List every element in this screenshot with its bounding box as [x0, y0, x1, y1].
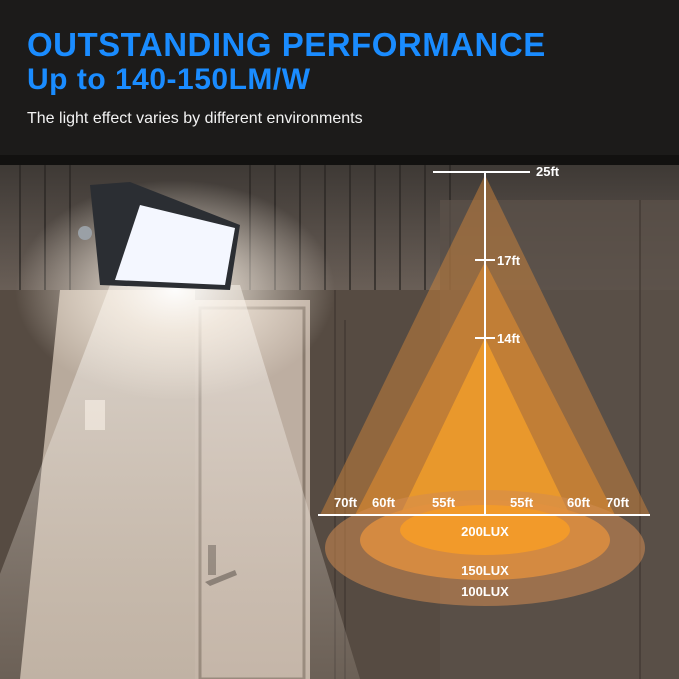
lux-label-200: 200LUX [461, 524, 509, 539]
headline: OUTSTANDING PERFORMANCE [27, 26, 546, 63]
width-label-left-70: 70ft [334, 495, 358, 510]
width-label-right-60: 60ft [567, 495, 591, 510]
led-panel [115, 205, 235, 285]
lux-label-150: 150LUX [461, 563, 509, 578]
width-label-right-70: 70ft [606, 495, 630, 510]
ceiling [0, 0, 679, 160]
width-label-left-60: 60ft [372, 495, 396, 510]
photocell-sensor [78, 226, 92, 240]
light-beam [0, 285, 360, 679]
pool-200lux [400, 505, 570, 555]
height-label-14: 14ft [497, 331, 521, 346]
width-label-right-55: 55ft [510, 495, 534, 510]
lumen-efficacy: Up to 140-150LM/W [27, 63, 311, 96]
subtitle: The light effect varies by different env… [27, 110, 363, 127]
lux-label-100: 100LUX [461, 584, 509, 599]
width-label-left-55: 55ft [432, 495, 456, 510]
height-label-25: 25ft [536, 164, 560, 179]
height-label-17: 17ft [497, 253, 521, 268]
